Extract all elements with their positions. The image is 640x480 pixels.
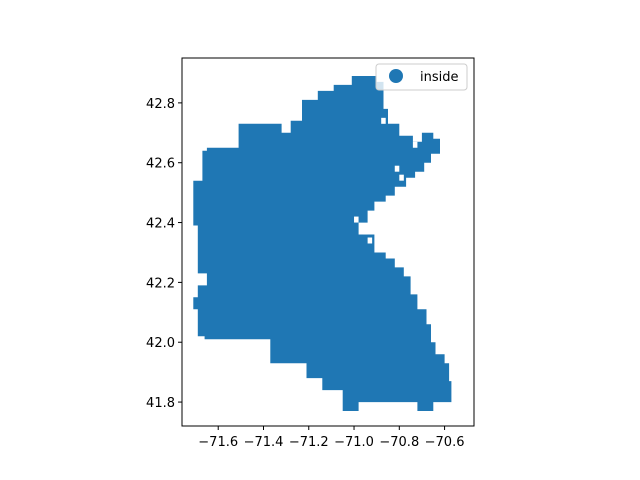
x-tick-label: −71.6 <box>198 435 238 450</box>
x-tick-label: −71.2 <box>289 435 329 450</box>
coastline-notch <box>399 174 404 181</box>
axes-frame <box>181 57 475 427</box>
coastline-notch <box>381 117 386 124</box>
y-tick-label: 42.4 <box>146 217 175 232</box>
legend: inside <box>375 63 468 91</box>
coastline-notch <box>412 141 418 148</box>
y-tick-label: 42.2 <box>146 276 175 291</box>
legend-marker <box>389 69 403 83</box>
inside-points-region <box>193 76 452 411</box>
y-axis: 41.8 42.0 42.2 42.4 42.6 42.8 <box>146 97 182 411</box>
coastline-notch <box>363 228 368 235</box>
x-tick-label: −71.0 <box>334 435 374 450</box>
plot-area <box>193 76 452 411</box>
y-tick-label: 42.8 <box>146 97 175 112</box>
y-tick-label: 41.8 <box>146 396 175 411</box>
x-tick-label: −70.6 <box>425 435 465 450</box>
x-tick-label: −70.8 <box>379 435 419 450</box>
y-tick-label: 42.6 <box>146 157 175 172</box>
x-tick-label: −71.4 <box>244 435 284 450</box>
coastline-notch <box>367 237 373 244</box>
y-tick-label: 42.0 <box>146 336 175 351</box>
legend-label: inside <box>420 70 459 85</box>
coastline-notch <box>394 165 400 172</box>
coastline-notch <box>354 216 359 223</box>
x-axis: −71.6 −71.4 −71.2 −71.0 −70.8 −70.6 <box>198 426 464 450</box>
